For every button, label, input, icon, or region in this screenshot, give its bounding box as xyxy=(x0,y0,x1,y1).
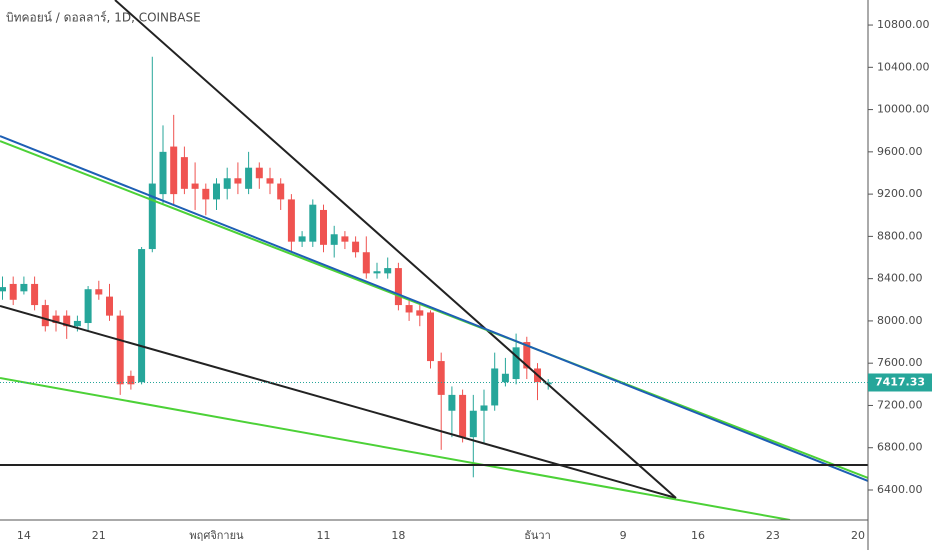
y-tick-label: 8400.00 xyxy=(877,272,923,285)
candle-body xyxy=(427,312,434,362)
candle-body xyxy=(320,209,327,245)
x-tick-label: 21 xyxy=(92,529,106,542)
drawings xyxy=(0,0,868,520)
candle-body xyxy=(170,146,178,195)
plot-area xyxy=(0,56,552,478)
candle-body xyxy=(9,283,17,300)
candle-body xyxy=(469,410,477,438)
candle-body xyxy=(512,347,520,380)
candle-body xyxy=(405,305,413,313)
y-tick-label: 10800.00 xyxy=(877,18,930,31)
y-tick-label: 9200.00 xyxy=(877,187,923,200)
candle-body xyxy=(341,236,349,242)
candle-body xyxy=(501,373,509,383)
x-tick-label: พฤศจิกายน xyxy=(189,529,244,542)
y-tick-label: 6400.00 xyxy=(877,483,923,496)
x-tick-label: 23 xyxy=(766,529,780,542)
candle-body xyxy=(106,296,113,316)
y-tick-label: 10400.00 xyxy=(877,60,930,73)
candle-body xyxy=(459,394,467,438)
candle-body xyxy=(213,183,220,200)
chart-title: บิทคอยน์ / ดอลลาร์, 1D, COINBASE xyxy=(6,11,201,25)
candle-body xyxy=(437,361,445,395)
candle-body xyxy=(223,178,231,189)
candle-body xyxy=(73,320,81,327)
trend-line[interactable] xyxy=(114,0,677,499)
x-tick-label: 16 xyxy=(691,529,705,542)
y-tick-label: 8800.00 xyxy=(877,229,923,242)
candle-body xyxy=(523,342,531,369)
candle-body xyxy=(480,405,488,411)
candle-body xyxy=(84,289,92,324)
y-tick-label: 8000.00 xyxy=(877,314,923,327)
candle-body xyxy=(52,315,60,324)
candle-body xyxy=(287,199,295,242)
candle-body xyxy=(277,183,285,200)
candle-body xyxy=(31,283,39,306)
candle-body xyxy=(127,375,135,385)
candle-body xyxy=(362,252,370,274)
x-tick-label: 11 xyxy=(317,529,331,542)
y-tick-label: 9600.00 xyxy=(877,145,923,158)
candle-body xyxy=(41,305,49,327)
y-tick-label: 7600.00 xyxy=(877,356,923,369)
y-tick-label: 10000.00 xyxy=(877,103,930,116)
candle-body xyxy=(491,368,499,406)
candle-body xyxy=(416,310,424,316)
last-price-label: 7417.33 xyxy=(875,375,925,388)
candle-body xyxy=(384,268,392,274)
last-price-box xyxy=(868,373,932,392)
candle-body xyxy=(95,289,103,295)
x-tick-label: 14 xyxy=(17,529,31,542)
candle-body xyxy=(202,188,210,200)
candle-body xyxy=(234,178,242,184)
candle-body xyxy=(148,183,156,250)
candle-body xyxy=(309,204,317,242)
candle-body xyxy=(159,151,167,195)
candle-body xyxy=(352,241,360,253)
y-tick-label: 6800.00 xyxy=(877,441,923,454)
candle-body xyxy=(255,167,263,179)
x-tick-label: 18 xyxy=(391,529,405,542)
candle-body xyxy=(63,315,71,327)
candle-body xyxy=(116,315,124,385)
candle-body xyxy=(298,236,306,242)
y-tick-label: 7200.00 xyxy=(877,398,923,411)
candle-body xyxy=(373,271,381,274)
candle-body xyxy=(20,283,28,292)
candle-body xyxy=(266,178,274,184)
trend-line[interactable] xyxy=(0,305,677,499)
candle-body xyxy=(330,234,338,245)
trend-line[interactable] xyxy=(0,377,791,520)
x-tick-label: 9 xyxy=(620,529,627,542)
candle-body xyxy=(448,394,456,411)
x-tick-label: 20 xyxy=(851,529,865,542)
candle-body xyxy=(0,287,6,292)
candle-body xyxy=(394,268,402,306)
x-tick-label: ธันวา xyxy=(524,529,551,542)
candle-body xyxy=(191,183,199,189)
candle-body xyxy=(245,167,253,189)
candle-body xyxy=(180,157,188,189)
trend-line[interactable] xyxy=(0,135,868,482)
candle-body xyxy=(138,249,146,383)
